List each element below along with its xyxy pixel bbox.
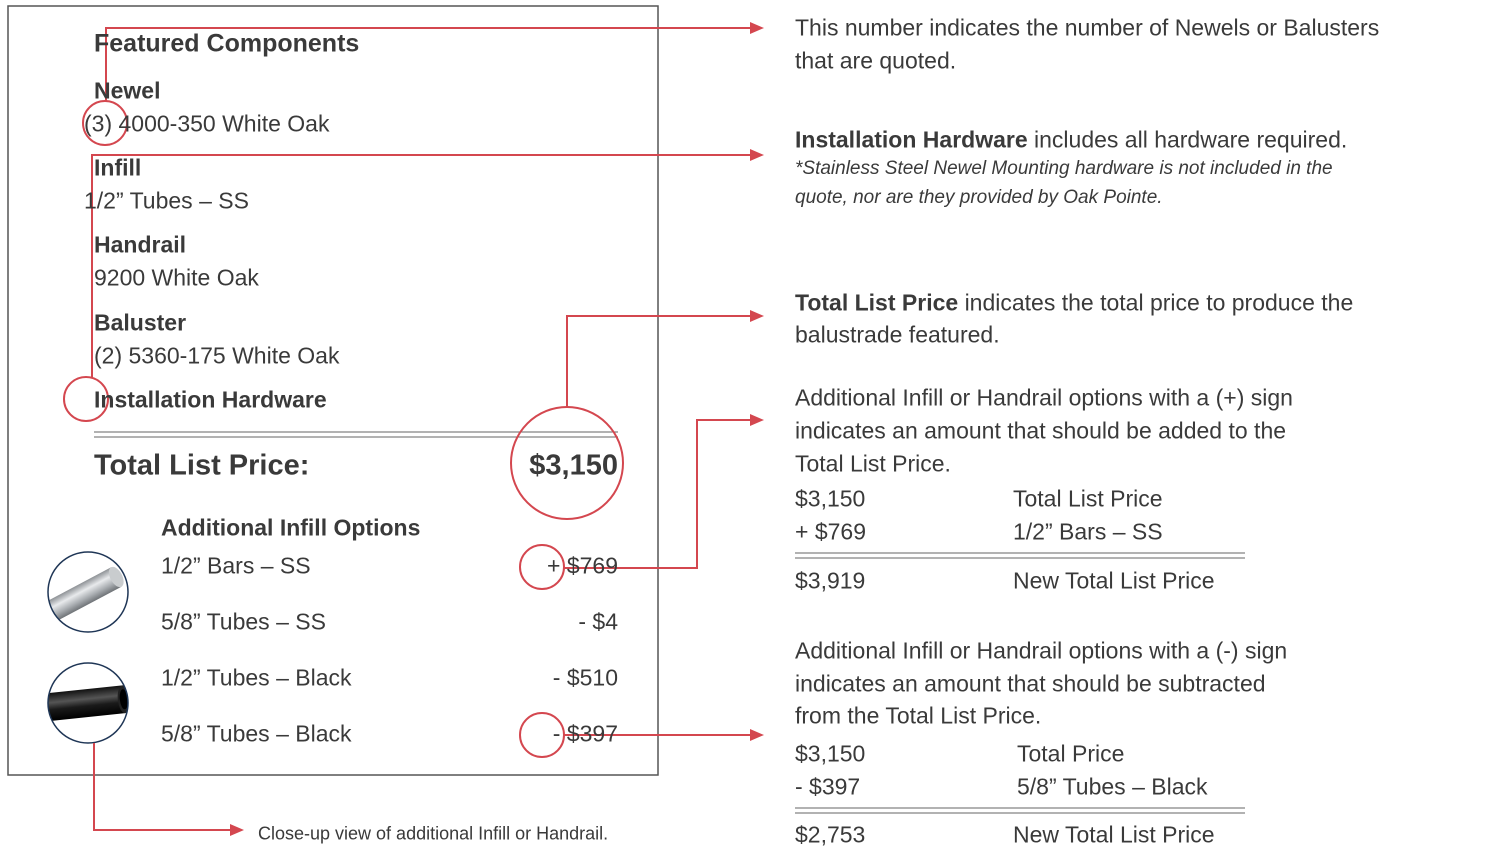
note-line: This number indicates the number of Newe… — [795, 15, 1379, 42]
option-price: - $397 — [553, 721, 618, 748]
result: $2,753 — [795, 822, 865, 849]
closeup-note: Close-up view of additional Infill or Ha… — [258, 824, 608, 845]
amount: $3,150 — [795, 486, 865, 513]
note-line: that are quoted. — [795, 48, 956, 75]
note-text: includes all hardware required. — [1034, 127, 1347, 153]
footnote: *Stainless Steel Newel Mounting hardware… — [795, 158, 1333, 180]
total-label: Total List Price: — [94, 450, 309, 483]
label: Baluster — [94, 310, 186, 337]
option-name: 5/8” Tubes – Black — [161, 721, 352, 748]
heading: Featured Components — [94, 30, 359, 59]
amount-label: 1/2” Bars – SS — [1013, 519, 1163, 546]
value: (3) 4000-350 White Oak — [84, 111, 329, 138]
option-name: 5/8” Tubes – SS — [161, 609, 326, 636]
value: (2) 5360-175 White Oak — [94, 343, 339, 370]
note-line: Total List Price indicates the total pri… — [795, 290, 1353, 317]
label: Installation Hardware — [94, 387, 327, 414]
option-name: 1/2” Tubes – Black — [161, 665, 352, 692]
result-label: New Total List Price — [1013, 822, 1215, 849]
amount: + $769 — [795, 519, 866, 546]
label: Infill — [94, 155, 141, 182]
total-price: $3,150 — [529, 450, 618, 483]
note-text: indicates the total price to produce the — [965, 290, 1354, 316]
option-price: - $4 — [578, 609, 618, 636]
value: 1/2” Tubes – SS — [84, 188, 249, 215]
option-price: + $769 — [547, 553, 618, 580]
note-line: indicates an amount that should be added… — [795, 418, 1286, 445]
note-line: Additional Infill or Handrail options wi… — [795, 385, 1293, 412]
note-line: Additional Infill or Handrail options wi… — [795, 638, 1287, 665]
result: $3,919 — [795, 568, 865, 595]
label: Handrail — [94, 232, 186, 259]
term: Total List Price — [795, 290, 958, 316]
option-price: - $510 — [553, 665, 618, 692]
amount: - $397 — [795, 774, 860, 801]
note-line: Installation Hardware includes all hardw… — [795, 127, 1347, 154]
note-line: indicates an amount that should be subtr… — [795, 671, 1266, 698]
option-name: 1/2” Bars – SS — [161, 553, 311, 580]
amount-label: Total List Price — [1013, 486, 1163, 513]
bar-image — [40, 552, 128, 632]
note-line: Total List Price. — [795, 451, 951, 478]
amount-label: 5/8” Tubes – Black — [1017, 774, 1208, 801]
value: 9200 White Oak — [94, 265, 259, 292]
amount-label: Total Price — [1017, 741, 1124, 768]
note-line: from the Total List Price. — [795, 703, 1041, 730]
note-line: balustrade featured. — [795, 322, 1000, 349]
options-heading: Additional Infill Options — [161, 515, 420, 542]
footnote: quote, nor are they provided by Oak Poin… — [795, 187, 1163, 209]
page: Featured Components Newel (3) 4000-350 W… — [0, 0, 1491, 849]
result-label: New Total List Price — [1013, 568, 1215, 595]
label: Newel — [94, 78, 160, 105]
callouts — [64, 28, 752, 830]
amount: $3,150 — [795, 741, 865, 768]
term: Installation Hardware — [795, 127, 1028, 153]
arrowheads — [230, 22, 764, 836]
